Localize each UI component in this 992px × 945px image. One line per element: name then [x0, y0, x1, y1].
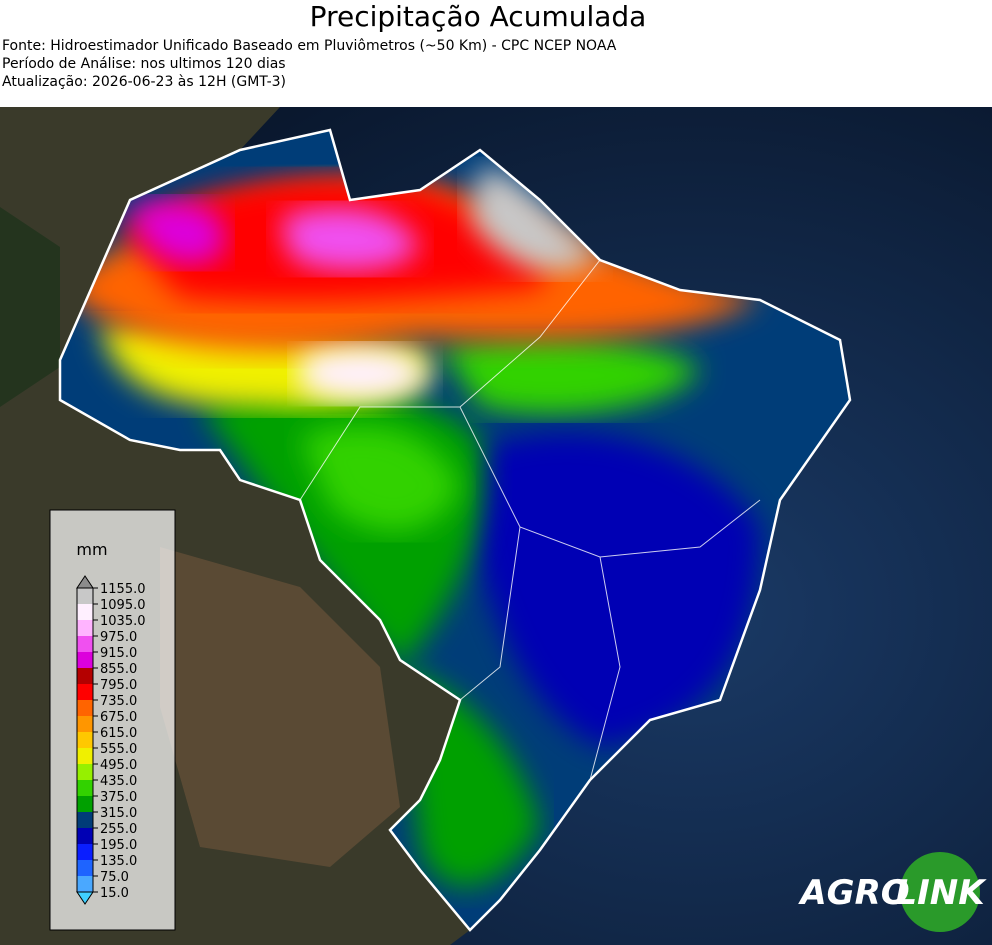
precip-zone [460, 432, 760, 747]
colorbar-bin [77, 844, 93, 860]
colorbar-tick-label: 615.0 [100, 726, 137, 741]
source-line: Fonte: Hidroestimador Unificado Baseado … [2, 38, 617, 54]
precip-zone [440, 336, 700, 415]
colorbar-bin [77, 716, 93, 732]
colorbar-bin [77, 860, 93, 876]
colorbar-tick-label: 555.0 [100, 742, 137, 757]
colorbar-tick-label: 75.0 [100, 870, 129, 885]
colorbar-bin [77, 828, 93, 844]
map: mm 15.075.0135.0195.0255.0315.0375.0435.… [0, 107, 992, 945]
logo-text: AGRO [797, 873, 909, 913]
colorbar-bin [77, 604, 93, 620]
colorbar-bin [77, 796, 93, 812]
colorbar-bin [77, 652, 93, 668]
colorbar-bin [77, 700, 93, 716]
colorbar-bin [77, 764, 93, 780]
colorbar-tick-label: 255.0 [100, 822, 137, 837]
colorbar-tick-label: 135.0 [100, 854, 137, 869]
colorbar-tick-label: 315.0 [100, 806, 137, 821]
colorbar-bin [77, 876, 93, 892]
period-line: Período de Análise: nos ultimos 120 dias [2, 56, 286, 72]
colorbar-tick-label: 1095.0 [100, 598, 146, 613]
colorbar-bin [77, 668, 93, 684]
colorbar-tick-label: 855.0 [100, 662, 137, 677]
legend-box [49, 509, 176, 931]
colorbar-bin [77, 732, 93, 748]
colorbar-tick-label: 975.0 [100, 630, 137, 645]
precip-zone [300, 346, 430, 401]
state-borders [299, 259, 761, 781]
legend-unit: mm [76, 540, 107, 559]
colorbar-bin [77, 812, 93, 828]
colorbar-bin [77, 748, 93, 764]
colorbar-tick-label: 1035.0 [100, 614, 146, 629]
colorbar-tick-label: 435.0 [100, 774, 137, 789]
land [160, 547, 400, 867]
colorbar-tick-label: 915.0 [100, 646, 137, 661]
update-line: Atualização: 2026-06-23 às 12H (GMT-3) [2, 74, 286, 90]
colorbar-tick-label: 675.0 [100, 710, 137, 725]
logo-text: LINK [895, 873, 987, 913]
colorbar-tick-label: 375.0 [100, 790, 137, 805]
colorbar-bin [77, 620, 93, 636]
precip-zone [470, 167, 600, 272]
colorbar-bin [77, 636, 93, 652]
colorbar-tick-label: 1155.0 [100, 582, 146, 597]
title: Precipitação Acumulada [309, 0, 647, 33]
colorbar-tick-label: 735.0 [100, 694, 137, 709]
colorbar-bin [77, 588, 93, 604]
colorbar-bin [77, 780, 93, 796]
colorbar-tick-label: 495.0 [100, 758, 137, 773]
land [0, 207, 60, 407]
colorbar-tick-label: 195.0 [100, 838, 137, 853]
precip-zone [130, 200, 226, 265]
logo-circle [900, 852, 980, 932]
precip-zone [300, 425, 460, 532]
colorbar-frame [76, 587, 94, 893]
colorbar-tick-label: 795.0 [100, 678, 137, 693]
colorbar-tick-label: 15.0 [100, 886, 129, 901]
colorbar-bin [77, 684, 93, 700]
precip-zone [280, 207, 420, 271]
